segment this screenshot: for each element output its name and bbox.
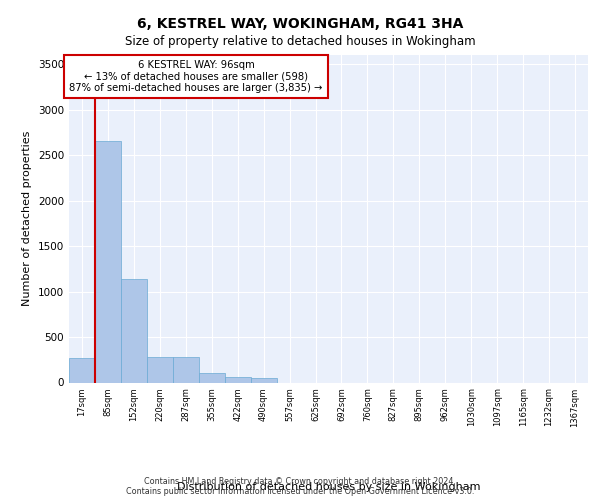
Text: 6, KESTREL WAY, WOKINGHAM, RG41 3HA: 6, KESTREL WAY, WOKINGHAM, RG41 3HA [137, 18, 463, 32]
Bar [69, 358, 95, 382]
Text: 6 KESTREL WAY: 96sqm
← 13% of detached houses are smaller (598)
87% of semi-deta: 6 KESTREL WAY: 96sqm ← 13% of detached h… [70, 60, 323, 93]
Bar [225, 376, 251, 382]
Bar [251, 378, 277, 382]
Bar [121, 279, 147, 382]
Bar [173, 357, 199, 382]
Text: Contains HM Land Registry data © Crown copyright and database right 2024.
Contai: Contains HM Land Registry data © Crown c… [126, 476, 474, 496]
Text: Size of property relative to detached houses in Wokingham: Size of property relative to detached ho… [125, 35, 475, 48]
Bar [199, 374, 224, 382]
Y-axis label: Number of detached properties: Number of detached properties [22, 131, 32, 306]
Bar [95, 142, 121, 382]
X-axis label: Distribution of detached houses by size in Wokingham: Distribution of detached houses by size … [177, 482, 480, 492]
Bar [147, 357, 173, 382]
